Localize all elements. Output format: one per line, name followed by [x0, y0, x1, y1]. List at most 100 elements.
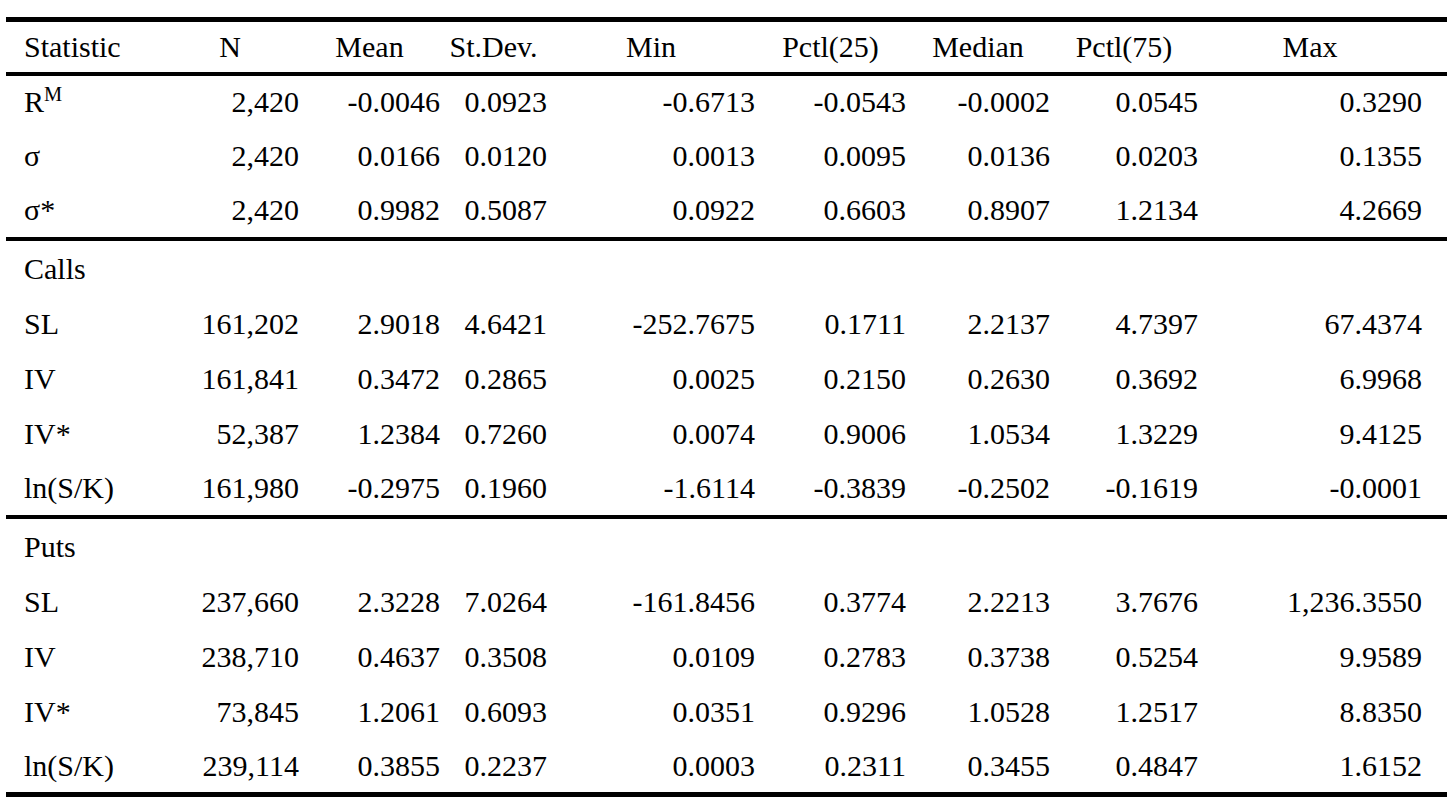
cell-pctl-75: 1.2517	[1050, 685, 1198, 740]
table-row: SL237,6602.32287.0264-161.84560.37742.22…	[6, 575, 1447, 630]
cell-st-dev: 0.7260	[440, 407, 547, 462]
section-calls: CallsSL161,2022.90184.6421-252.76750.171…	[6, 239, 1447, 517]
cell-max: 4.2669	[1198, 184, 1447, 239]
cell-pctl-75: 0.4847	[1050, 740, 1198, 795]
cell-mean: 0.9982	[299, 184, 440, 239]
cell-pctl-25: 0.3774	[755, 575, 906, 630]
cell-min: -161.8456	[547, 575, 755, 630]
cell-max: 1.6152	[1198, 740, 1447, 795]
cell-st-dev: 0.6093	[440, 685, 547, 740]
row-label-r: RM	[6, 74, 161, 129]
cell-st-dev: 0.5087	[440, 184, 547, 239]
col-header-pctl-75: Pctl(75)	[1050, 20, 1198, 74]
cell-n: 73,845	[161, 685, 299, 740]
cell-pctl-25: 0.2311	[755, 740, 906, 795]
cell-median: 2.2213	[906, 575, 1050, 630]
row-label-iv: IV*	[6, 407, 161, 462]
cell-pctl-75: 1.2134	[1050, 184, 1198, 239]
cell-max: 6.9968	[1198, 352, 1447, 407]
table-row: SL161,2022.90184.6421-252.76750.17112.21…	[6, 297, 1447, 352]
table-row: RM2,420-0.00460.0923-0.6713-0.0543-0.000…	[6, 74, 1447, 129]
table-row: σ2,4200.01660.01200.00130.00950.01360.02…	[6, 129, 1447, 184]
cell-n: 161,202	[161, 297, 299, 352]
cell-min: 0.0109	[547, 630, 755, 685]
cell-pctl-75: 0.3692	[1050, 352, 1198, 407]
col-header-median: Median	[906, 20, 1050, 74]
col-header-max: Max	[1198, 20, 1447, 74]
cell-st-dev: 7.0264	[440, 575, 547, 630]
cell-min: 0.0025	[547, 352, 755, 407]
cell-min: -252.7675	[547, 297, 755, 352]
cell-max: -0.0001	[1198, 462, 1447, 517]
cell-n: 2,420	[161, 184, 299, 239]
cell-mean: 0.3472	[299, 352, 440, 407]
cell-min: 0.0003	[547, 740, 755, 795]
row-label-superscript: M	[44, 83, 62, 105]
cell-max: 67.4374	[1198, 297, 1447, 352]
cell-min: 0.0922	[547, 184, 755, 239]
cell-pctl-25: 0.9006	[755, 407, 906, 462]
row-label-iv: IV*	[6, 685, 161, 740]
cell-pctl-75: 0.5254	[1050, 630, 1198, 685]
cell-n: 239,114	[161, 740, 299, 795]
cell-mean: 0.3855	[299, 740, 440, 795]
cell-pctl-25: 0.2150	[755, 352, 906, 407]
cell-st-dev: 0.1960	[440, 462, 547, 517]
cell-median: 1.0528	[906, 685, 1050, 740]
cell-st-dev: 0.2865	[440, 352, 547, 407]
col-header-min: Min	[547, 20, 755, 74]
col-header-statistic: Statistic	[6, 20, 161, 74]
cell-pctl-75: 0.0203	[1050, 129, 1198, 184]
cell-median: -0.0002	[906, 74, 1050, 129]
cell-max: 0.3290	[1198, 74, 1447, 129]
cell-n: 238,710	[161, 630, 299, 685]
cell-median: 0.3455	[906, 740, 1050, 795]
cell-min: 0.0074	[547, 407, 755, 462]
section-label: Calls	[6, 239, 1447, 297]
row-label-ln-s-k: ln(S/K)	[6, 740, 161, 795]
cell-median: 0.3738	[906, 630, 1050, 685]
cell-n: 161,841	[161, 352, 299, 407]
cell-mean: 2.9018	[299, 297, 440, 352]
cell-st-dev: 0.2237	[440, 740, 547, 795]
row-label-iv: IV	[6, 352, 161, 407]
cell-n: 2,420	[161, 129, 299, 184]
row-label-ln-s-k: ln(S/K)	[6, 462, 161, 517]
cell-mean: -0.2975	[299, 462, 440, 517]
cell-pctl-75: 1.3229	[1050, 407, 1198, 462]
cell-median: 0.2630	[906, 352, 1050, 407]
cell-n: 2,420	[161, 74, 299, 129]
cell-pctl-25: -0.3839	[755, 462, 906, 517]
col-header-mean: Mean	[299, 20, 440, 74]
table-row: IV238,7100.46370.35080.01090.27830.37380…	[6, 630, 1447, 685]
cell-pctl-75: 0.0545	[1050, 74, 1198, 129]
cell-pctl-75: -0.1619	[1050, 462, 1198, 517]
row-label-sl: SL	[6, 575, 161, 630]
summary-statistics-table: StatisticNMeanSt.Dev.MinPctl(25)MedianPc…	[6, 17, 1447, 797]
cell-n: 237,660	[161, 575, 299, 630]
row-label-sl: SL	[6, 297, 161, 352]
row-label-iv: IV	[6, 630, 161, 685]
cell-mean: 1.2061	[299, 685, 440, 740]
cell-min: -0.6713	[547, 74, 755, 129]
cell-max: 9.4125	[1198, 407, 1447, 462]
cell-pctl-25: -0.0543	[755, 74, 906, 129]
col-header-n: N	[161, 20, 299, 74]
cell-max: 8.8350	[1198, 685, 1447, 740]
cell-pctl-75: 4.7397	[1050, 297, 1198, 352]
table-row: σ*2,4200.99820.50870.09220.66030.89071.2…	[6, 184, 1447, 239]
cell-median: -0.2502	[906, 462, 1050, 517]
cell-mean: 1.2384	[299, 407, 440, 462]
section-label-row: Calls	[6, 239, 1447, 297]
cell-n: 161,980	[161, 462, 299, 517]
cell-max: 9.9589	[1198, 630, 1447, 685]
cell-min: -1.6114	[547, 462, 755, 517]
row-label-col: σ	[6, 129, 161, 184]
cell-max: 1,236.3550	[1198, 575, 1447, 630]
cell-st-dev: 4.6421	[440, 297, 547, 352]
table-row: ln(S/K)239,1140.38550.22370.00030.23110.…	[6, 740, 1447, 795]
cell-pctl-25: 0.6603	[755, 184, 906, 239]
cell-pctl-25: 0.1711	[755, 297, 906, 352]
cell-mean: -0.0046	[299, 74, 440, 129]
cell-max: 0.1355	[1198, 129, 1447, 184]
